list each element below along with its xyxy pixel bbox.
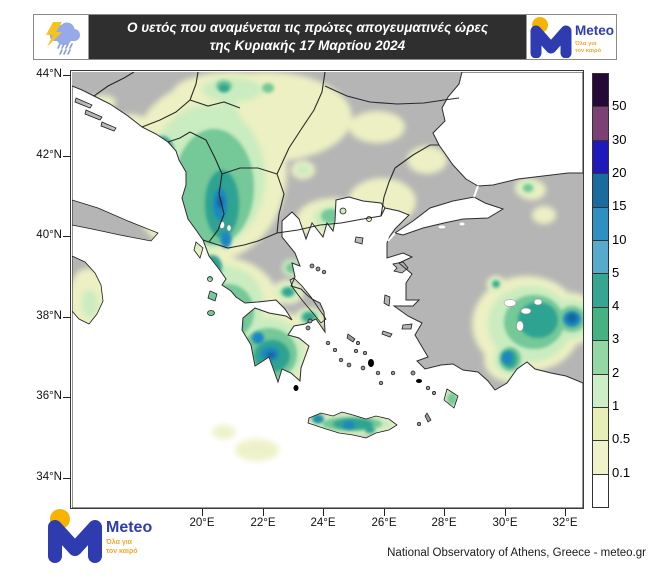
small-islets (293, 263, 436, 427)
title-line-2: της Κυριακής 17 Μαρτίου 2024 (209, 38, 406, 53)
lon-label: 22°E (250, 517, 276, 529)
lat-tick (63, 397, 71, 399)
map-canvas (72, 72, 583, 508)
colorbar-segment (593, 341, 608, 375)
logo-wordmark: Meteo (575, 23, 614, 38)
lon-label: 20°E (189, 517, 215, 529)
lon-tick (202, 509, 204, 516)
lon-label: 26°E (371, 517, 397, 529)
colorbar-label: 3 (612, 331, 620, 347)
lakes (219, 221, 543, 332)
colorbar-label: 50 (612, 98, 627, 114)
colorbar-segment (593, 274, 608, 308)
lat-tick (63, 477, 71, 479)
lat-tick (63, 75, 71, 77)
lon-label: 28°E (431, 517, 457, 529)
storm-cloud-icon (46, 22, 80, 55)
colorbar-label: 10 (612, 231, 627, 247)
country-borders (93, 72, 460, 249)
colorbar-label: 5 (612, 264, 620, 280)
lon-label: 30°E (492, 517, 518, 529)
colorbar-segment (593, 240, 608, 275)
colorbar-label: 30 (612, 131, 627, 147)
colorbar-segment (593, 441, 608, 475)
colorbar-label: 2 (612, 364, 620, 380)
logo-tagline-2: τον καιρό (575, 48, 602, 54)
lon-tick (565, 509, 567, 516)
title-line-1: Ο υετός που αναμένεται τις πρώτες απογευ… (126, 20, 489, 36)
lon-tick (323, 509, 325, 516)
lat-tick (63, 316, 71, 318)
colorbar-label: 15 (612, 198, 627, 214)
logo-tagline-1: Όλα για (574, 41, 597, 47)
lat-label: 40°N (36, 229, 62, 241)
colorbar-segment (593, 374, 608, 408)
logo-tagline-footer-2: τον καιρό (106, 548, 138, 555)
lat-tick (63, 236, 71, 238)
lon-tick (384, 509, 386, 516)
colorbar-segment (593, 307, 608, 342)
colorbar-segment (593, 107, 608, 141)
meteo-logo-footer: Meteo Όλα για τον καιρό (48, 509, 152, 563)
lon-label: 32°E (552, 517, 578, 529)
attribution-text: National Observatory of Athens, Greece -… (387, 547, 646, 559)
colorbar-label: 0.5 (612, 431, 631, 447)
meteo-logo-box: Meteo Όλα για τον καιρό (526, 15, 616, 59)
colorbar-segment (593, 74, 608, 108)
map-title: Ο υετός που αναμένεται τις πρώτες απογευ… (89, 15, 526, 59)
lat-tick (63, 155, 71, 157)
lat-label: 44°N (36, 68, 62, 80)
colorbar-segment (593, 174, 608, 208)
logo-wordmark-footer: Meteo (106, 519, 152, 536)
lat-label: 42°N (36, 148, 62, 161)
storm-icon-box (34, 15, 89, 59)
lon-tick (444, 509, 446, 516)
colorbar-label: 20 (612, 164, 627, 180)
lon-tick (263, 509, 265, 516)
lon-label: 24°E (310, 517, 336, 529)
colorbar-segment (593, 140, 608, 175)
colorbar-label: 0.1 (612, 464, 631, 480)
straits (387, 185, 479, 242)
colorbar-segment (593, 474, 608, 508)
colorbar-label: 1 (612, 398, 620, 414)
lat-label: 34°N (36, 470, 62, 483)
colorbar-label: 4 (612, 298, 620, 314)
lon-tick (505, 509, 507, 516)
logo-tagline-footer-1: Όλα για (105, 538, 133, 546)
header-bar: Ο υετός που αναμένεται τις πρώτες απογευ… (33, 14, 617, 60)
meteo-logo-icon: Meteo Όλα για τον καιρό (530, 17, 614, 58)
colorbar-segment (593, 407, 608, 442)
precipitation-colorbar (592, 73, 609, 508)
lat-label: 38°N (36, 309, 62, 322)
sea-precip (212, 425, 279, 461)
colorbar-segment (593, 207, 608, 241)
lat-label: 36°N (36, 390, 62, 402)
